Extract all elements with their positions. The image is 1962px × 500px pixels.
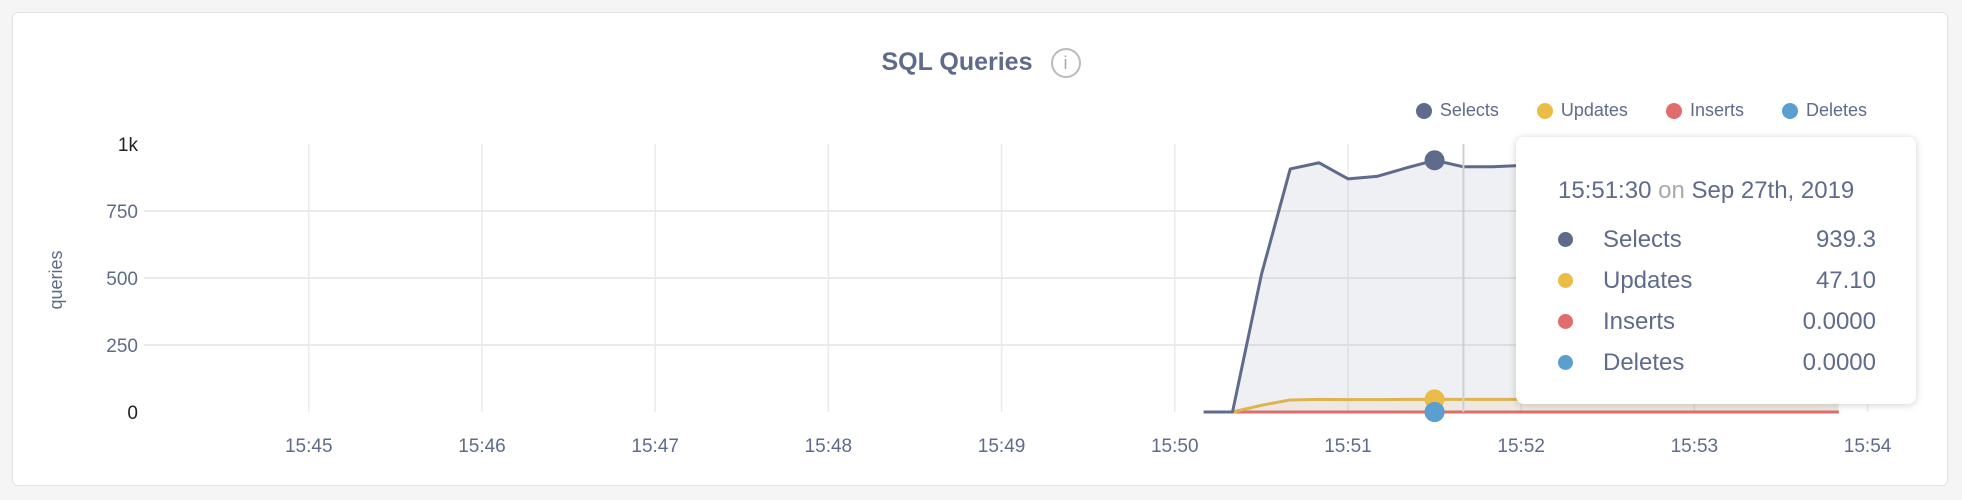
tooltip-row-selects: Selects 939.3 bbox=[1558, 219, 1876, 260]
legend-item-inserts[interactable]: Inserts bbox=[1665, 100, 1744, 121]
y-tick-label: 500 bbox=[106, 269, 138, 290]
selects-dot-icon bbox=[1558, 232, 1573, 247]
y-tick-label: 250 bbox=[106, 336, 138, 357]
legend-item-selects[interactable]: Selects bbox=[1415, 100, 1499, 121]
x-tick-label: 15:53 bbox=[1671, 436, 1719, 457]
legend: Selects Updates Inserts Deletes bbox=[1415, 100, 1867, 121]
y-tick-label: 1k bbox=[118, 135, 139, 156]
x-tick-label: 15:45 bbox=[285, 436, 333, 457]
tooltip-series-name: Inserts bbox=[1603, 307, 1676, 335]
legend-label: Updates bbox=[1560, 100, 1628, 120]
x-tick-label: 15:54 bbox=[1844, 436, 1892, 457]
deletes-dot-icon bbox=[1558, 355, 1573, 370]
updates-dot-icon bbox=[1536, 102, 1553, 119]
tooltip-on: on bbox=[1658, 177, 1685, 204]
legend-item-deletes[interactable]: Deletes bbox=[1781, 100, 1867, 121]
highlight-point-selects bbox=[1424, 150, 1445, 171]
info-icon[interactable]: i bbox=[1050, 48, 1081, 79]
tooltip-series-name: Selects bbox=[1603, 225, 1682, 253]
x-tick-label: 15:50 bbox=[1151, 436, 1199, 457]
tooltip-series-value: 0.0000 bbox=[1802, 307, 1876, 335]
legend-label: Selects bbox=[1439, 100, 1499, 120]
y-tick-label: 0 bbox=[127, 403, 138, 424]
y-axis-label: queries bbox=[46, 250, 66, 309]
tooltip: 15:51:30 on Sep 27th, 2019 Selects 939.3 … bbox=[1516, 137, 1916, 404]
x-tick-label: 15:52 bbox=[1497, 436, 1545, 457]
x-tick-label: 15:48 bbox=[805, 436, 853, 457]
tooltip-row-inserts: Inserts 0.0000 bbox=[1558, 301, 1876, 342]
tooltip-series-value: 47.10 bbox=[1815, 266, 1876, 294]
deletes-dot-icon bbox=[1781, 102, 1798, 119]
chart-title-text: SQL Queries bbox=[881, 48, 1033, 76]
x-tick-label: 15:46 bbox=[458, 436, 506, 457]
tooltip-series-value: 939.3 bbox=[1815, 225, 1876, 253]
tooltip-row-updates: Updates 47.10 bbox=[1558, 260, 1876, 301]
tooltip-series-value: 0.0000 bbox=[1802, 348, 1876, 376]
tooltip-row-deletes: Deletes 0.0000 bbox=[1558, 342, 1876, 383]
legend-label: Inserts bbox=[1689, 100, 1744, 120]
highlight-point-deletes bbox=[1424, 402, 1445, 422]
tooltip-time: 15:51:30 bbox=[1558, 177, 1652, 204]
x-tick-label: 15:47 bbox=[631, 436, 679, 457]
tooltip-date: Sep 27th, 2019 bbox=[1691, 177, 1855, 204]
selects-dot-icon bbox=[1415, 102, 1432, 119]
tooltip-header: 15:51:30 on Sep 27th, 2019 bbox=[1558, 177, 1876, 205]
updates-dot-icon bbox=[1558, 273, 1573, 288]
x-tick-label: 15:49 bbox=[978, 436, 1026, 457]
legend-label: Deletes bbox=[1805, 100, 1867, 120]
inserts-dot-icon bbox=[1558, 314, 1573, 329]
tooltip-series-name: Deletes bbox=[1603, 348, 1685, 376]
legend-item-updates[interactable]: Updates bbox=[1536, 100, 1628, 121]
tooltip-series-name: Updates bbox=[1603, 266, 1693, 294]
x-tick-label: 15:51 bbox=[1324, 436, 1372, 457]
y-tick-label: 750 bbox=[106, 202, 138, 223]
chart-title: SQL Queries i bbox=[0, 48, 1962, 79]
inserts-dot-icon bbox=[1665, 102, 1682, 119]
